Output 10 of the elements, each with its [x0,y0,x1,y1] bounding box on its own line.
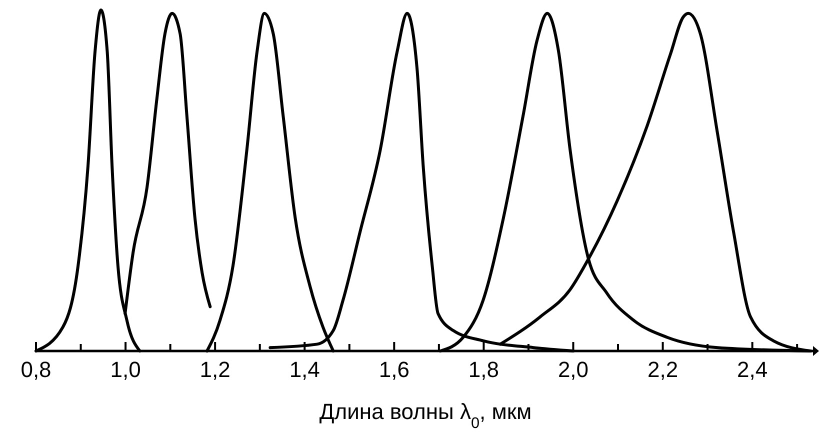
x-axis-title: Длина волны λ$_{0}$, мкм [319,399,532,432]
x-tick-label: 2,0 [558,357,589,382]
x-tick-label: 0,8 [20,357,52,382]
x-tick-label: 2,2 [647,357,678,382]
x-tick-label: 2,4 [737,357,768,382]
x-tick-label: 1,4 [289,357,320,382]
x-tick-label: 1,6 [378,357,410,382]
x-tick-label: 1,0 [110,357,141,382]
x-tick-label: 1,8 [468,357,499,382]
x-tick-label: 1,2 [200,357,230,382]
